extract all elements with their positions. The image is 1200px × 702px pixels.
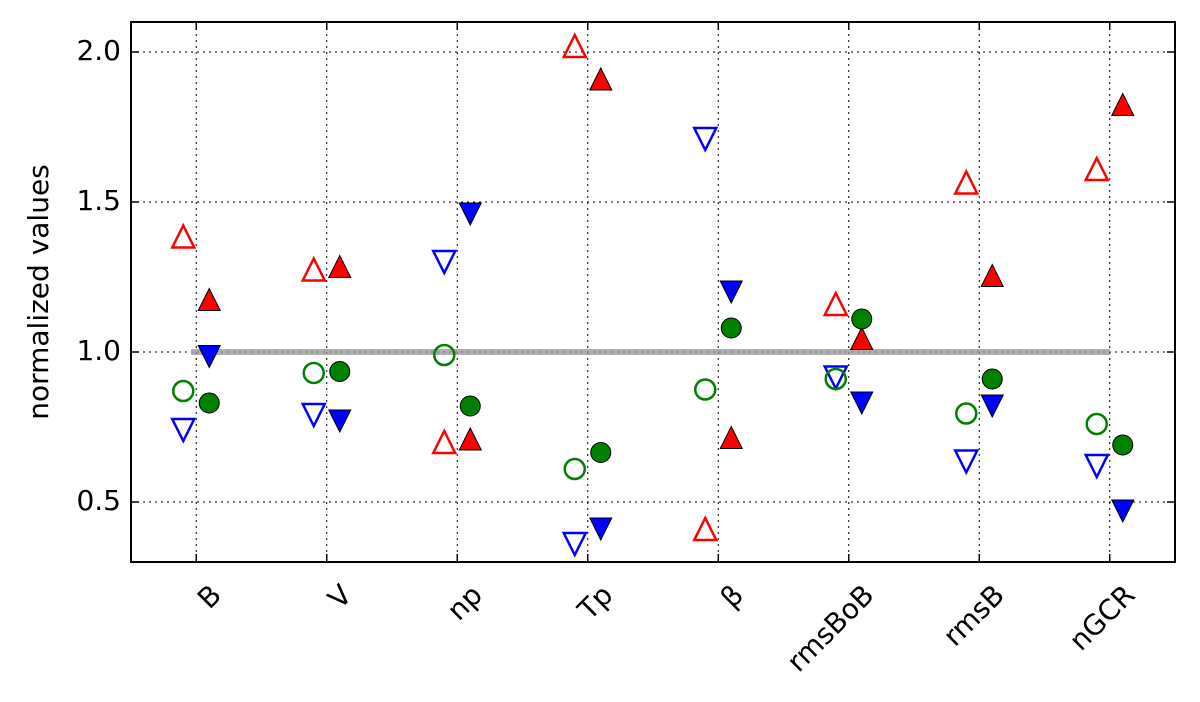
point (459, 395, 481, 417)
x-tick-label: B (191, 578, 228, 615)
point (563, 457, 586, 481)
plot-frame (130, 21, 1176, 563)
point (300, 255, 327, 282)
y-tick-label: 1.0 (76, 334, 121, 367)
y-axis-label: normalized values (22, 164, 55, 420)
point (1085, 412, 1108, 436)
point (1110, 499, 1135, 524)
point (849, 326, 874, 350)
point (302, 361, 325, 385)
point (720, 317, 742, 339)
point (953, 449, 980, 476)
point (851, 308, 873, 330)
point (824, 367, 847, 391)
point (329, 361, 351, 382)
x-tick-label: rmsBoB (780, 578, 880, 678)
point (953, 168, 980, 195)
point (955, 402, 978, 425)
point (981, 368, 1003, 390)
y-tick-label: 1.5 (76, 184, 121, 217)
point (1083, 453, 1110, 480)
x-tick-label: nGCR (1063, 578, 1142, 657)
point (719, 280, 744, 305)
point (692, 515, 719, 542)
point (458, 426, 483, 451)
point (1083, 155, 1110, 182)
point (980, 394, 1005, 419)
point (170, 417, 197, 444)
point (172, 379, 195, 403)
point (588, 517, 613, 542)
point (588, 66, 613, 91)
x-tick-label: β (714, 578, 750, 614)
y-tick-label: 0.5 (76, 484, 121, 517)
point (431, 428, 458, 455)
point (822, 290, 849, 317)
point (849, 391, 874, 416)
x-tick-label: np (440, 578, 488, 626)
point (197, 345, 222, 369)
point (1110, 92, 1135, 116)
point (561, 32, 588, 59)
point (980, 263, 1005, 287)
point (692, 126, 719, 153)
point (1112, 434, 1134, 456)
point (327, 254, 352, 278)
point (694, 378, 717, 401)
point (719, 425, 744, 449)
point (197, 287, 222, 311)
x-tick-label: rmsB (937, 578, 1011, 652)
point (561, 531, 588, 558)
point (170, 222, 197, 249)
point (431, 249, 458, 276)
y-tick-label: 2.0 (76, 34, 121, 67)
point (458, 202, 483, 227)
point (198, 392, 220, 414)
point (433, 343, 456, 367)
point (327, 409, 352, 434)
point (590, 442, 612, 463)
x-tick-label: V (322, 578, 359, 615)
point (822, 365, 849, 392)
x-tick-label: Tp (571, 578, 620, 627)
point (300, 402, 327, 429)
